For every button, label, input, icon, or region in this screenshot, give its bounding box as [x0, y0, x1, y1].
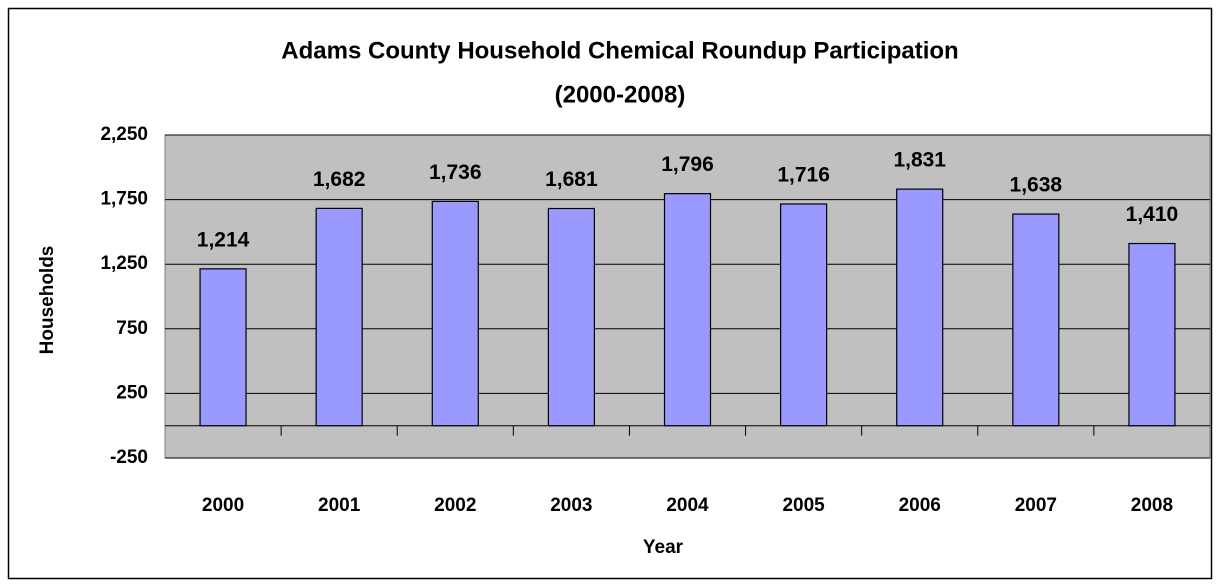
x-tick-label: 2006 — [899, 495, 941, 516]
chart-title: (2000-2008) — [555, 81, 686, 108]
bar — [1012, 213, 1060, 427]
x-axis-label: Year — [643, 537, 684, 558]
value-label: 1,716 — [777, 164, 830, 187]
bar — [896, 188, 944, 427]
y-tick-label: 750 — [116, 318, 148, 339]
value-label: 1,831 — [893, 149, 946, 172]
value-label: 1,410 — [1126, 203, 1179, 226]
x-tick-label: 2008 — [1131, 495, 1173, 516]
value-label: 1,682 — [313, 168, 366, 191]
value-label: 1,681 — [545, 168, 598, 191]
value-label: 1,796 — [661, 153, 714, 176]
value-label: 1,214 — [197, 228, 250, 251]
bar — [199, 268, 247, 427]
x-tick-label: 2002 — [434, 495, 476, 516]
x-tick-label: 2004 — [666, 495, 709, 516]
x-tick-label: 2001 — [318, 495, 361, 516]
value-label: 1,736 — [429, 161, 482, 184]
bar — [780, 203, 828, 427]
y-tick-label: 1,750 — [100, 189, 148, 210]
bar — [547, 207, 595, 427]
x-tick-label: 2007 — [1015, 495, 1057, 516]
chart-title: Adams County Household Chemical Roundup … — [281, 37, 958, 64]
y-tick-label: -250 — [110, 447, 148, 468]
y-tick-label: 2,250 — [100, 124, 148, 145]
bar — [663, 193, 712, 427]
y-tick-label: 250 — [116, 382, 148, 403]
bar — [315, 207, 363, 427]
y-axis-label: Households — [37, 246, 58, 355]
x-tick-label: 2003 — [550, 495, 592, 516]
x-tick-label: 2000 — [202, 495, 244, 516]
bar — [431, 200, 479, 427]
y-tick-label: 1,250 — [100, 253, 148, 274]
value-label: 1,638 — [1010, 174, 1063, 197]
x-tick-label: 2005 — [782, 495, 825, 516]
bar — [1128, 242, 1176, 427]
